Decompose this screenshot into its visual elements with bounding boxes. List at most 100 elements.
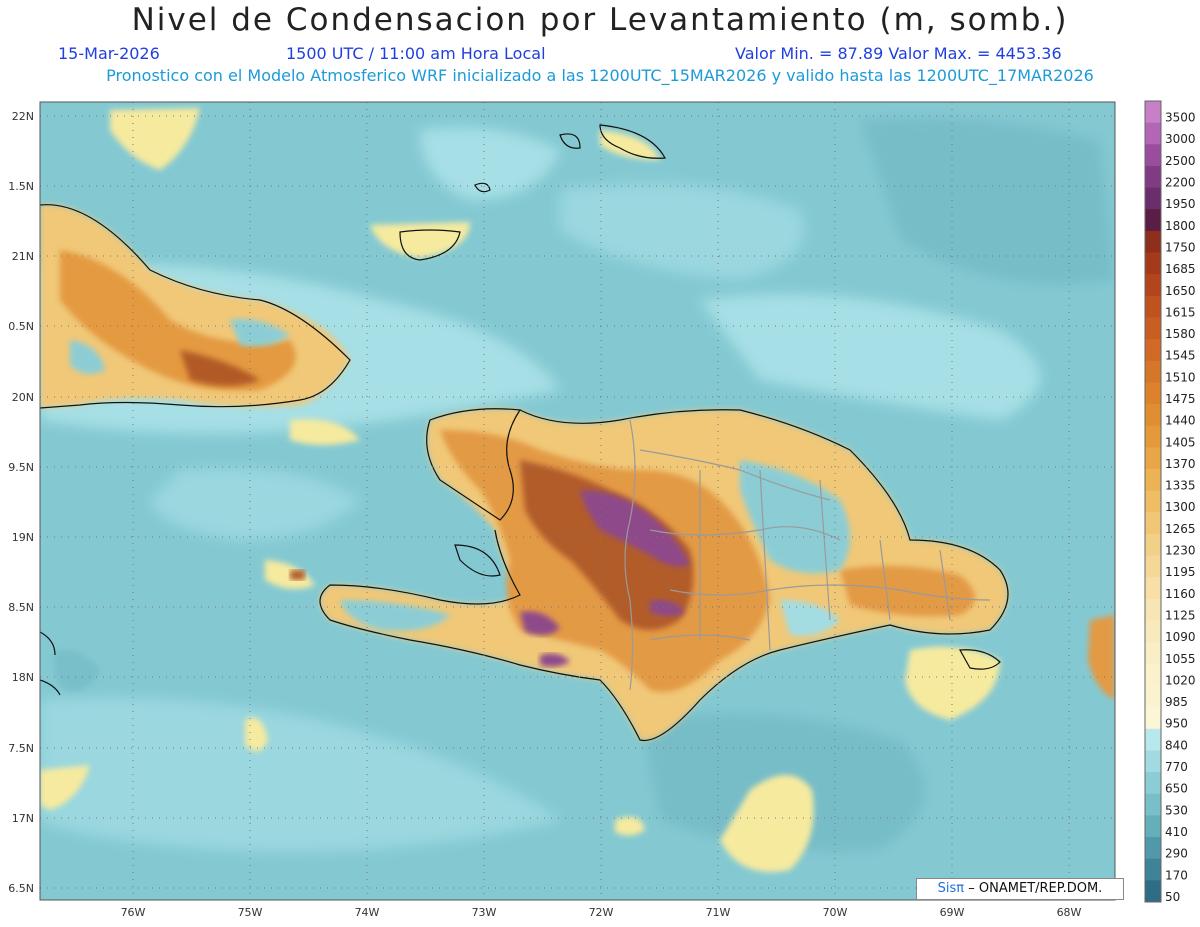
hispaniola-region [290, 408, 1008, 741]
lat-label: 19N [12, 531, 34, 544]
colorbar-swatch [1145, 252, 1161, 275]
lon-label: 76W [121, 906, 146, 919]
map-field [40, 102, 1115, 900]
lat-label: 9.5N [8, 461, 34, 474]
colorbar-label: 1440 [1165, 414, 1196, 428]
lat-label: 1.5N [8, 180, 34, 193]
colorbar-label: 1615 [1165, 305, 1196, 319]
colorbar-swatch [1145, 101, 1161, 124]
colorbar-label: 2500 [1165, 154, 1196, 168]
colorbar-swatch [1145, 360, 1161, 383]
colorbar-swatch [1145, 165, 1161, 188]
colorbar-label: 50 [1165, 890, 1180, 904]
lon-label: 71W [706, 906, 731, 919]
colorbar-label: 1300 [1165, 500, 1196, 514]
colorbar-swatch [1145, 382, 1161, 405]
colorbar-swatch [1145, 317, 1161, 340]
colorbar-swatch [1145, 533, 1161, 557]
colorbar-swatch [1145, 295, 1161, 318]
colorbar-swatch [1145, 144, 1161, 167]
colorbar-label: 3500 [1165, 111, 1196, 125]
sispi-logo: Sisπ [937, 881, 965, 896]
colorbar-label: 1020 [1165, 673, 1196, 687]
colorbar-label: 1370 [1165, 457, 1196, 471]
colorbar: 3500 3000 2500 2200 1950 1800 1750 1685 1650 1615… [1144, 100, 1196, 904]
min-max-values: Valor Min. = 87.89 Valor Max. = 4453.36 [735, 44, 1062, 63]
colorbar-swatch [1145, 230, 1161, 253]
colorbar-label: 1265 [1165, 522, 1196, 536]
colorbar-swatch [1145, 880, 1161, 903]
colorbar-label: 1335 [1165, 479, 1196, 493]
colorbar-label: 1090 [1165, 630, 1196, 644]
coastlines [40, 124, 1009, 742]
colorbar-label: 1195 [1165, 565, 1196, 579]
lat-label: 20N [12, 391, 34, 404]
colorbar-swatch [1145, 793, 1161, 816]
colorbar-label: 770 [1165, 760, 1188, 774]
lon-label: 72W [589, 906, 614, 919]
colorbar-swatch [1145, 728, 1161, 751]
colorbar-label: 1950 [1165, 197, 1196, 211]
colorbar-frame [1144, 100, 1162, 903]
colorbar-label: 1800 [1165, 219, 1196, 233]
colorbar-label: 985 [1165, 695, 1188, 709]
colorbar-label: 1650 [1165, 284, 1196, 298]
colorbar-label: 1125 [1165, 608, 1196, 622]
colorbar-label: 170 [1165, 868, 1188, 882]
colorbar-swatch [1145, 122, 1161, 145]
colorbar-label: 650 [1165, 782, 1188, 796]
colorbar-label: 1055 [1165, 652, 1196, 666]
colorbar-label: 1405 [1165, 435, 1196, 449]
lat-label: 22N [12, 110, 34, 123]
colorbar-label: 1475 [1165, 392, 1196, 406]
credit-text: – ONAMET/REP.DOM. [968, 881, 1103, 896]
lat-label: 6.5N [8, 882, 34, 895]
colorbar-label: 530 [1165, 803, 1188, 817]
forecast-date: 15-Mar-2026 [58, 44, 160, 63]
colorbar-label: 950 [1165, 717, 1188, 731]
colorbar-swatch [1145, 642, 1161, 665]
lon-label: 69W [940, 906, 965, 919]
colorbar-label: 1510 [1165, 370, 1196, 384]
colorbar-swatch [1145, 598, 1161, 621]
colorbar-label: 1580 [1165, 327, 1196, 341]
lat-label: 18N [12, 671, 34, 684]
colorbar-swatch [1145, 274, 1161, 297]
colorbar-swatch [1145, 750, 1161, 773]
colorbar-swatch [1145, 339, 1161, 362]
colorbar-swatch [1145, 707, 1161, 730]
colorbar-swatch [1145, 490, 1161, 513]
colorbar-label: 3000 [1165, 132, 1196, 146]
colorbar-swatch [1145, 663, 1161, 686]
lon-label: 74W [355, 906, 380, 919]
colorbar-swatch [1145, 447, 1161, 470]
lat-label: 21N [12, 250, 34, 263]
colorbar-swatch [1145, 425, 1161, 448]
graticule [40, 102, 1115, 900]
lon-label: 68W [1057, 906, 1082, 919]
colorbar-swatch [1145, 187, 1161, 210]
colorbar-swatch [1145, 620, 1161, 643]
lon-label: 75W [238, 906, 263, 919]
forecast-time: 1500 UTC / 11:00 am Hora Local [286, 44, 546, 63]
colorbar-label: 290 [1165, 847, 1188, 861]
colorbar-label: 1545 [1165, 349, 1196, 363]
longitude-labels: 76W 75W 74W 73W 72W 71W 70W 69W 68W [121, 906, 1082, 919]
colorbar-swatch [1145, 772, 1161, 795]
lat-label: 8.5N [8, 601, 34, 614]
colorbar-swatch [1145, 404, 1161, 427]
colorbar-label: 410 [1165, 825, 1188, 839]
colorbar-label: 1685 [1165, 262, 1196, 276]
colorbar-swatch [1145, 858, 1161, 881]
colorbar-swatch [1145, 685, 1161, 708]
colorbar-label: 2200 [1165, 176, 1196, 190]
colorbar-swatch [1145, 815, 1161, 838]
province-borders [624, 419, 991, 691]
colorbar-label: 1750 [1165, 240, 1196, 254]
page-title: Nivel de Condensacion por Levantamiento … [131, 2, 1069, 38]
colorbar-swatch [1145, 555, 1161, 578]
colorbar-label: 840 [1165, 738, 1188, 752]
lat-label: 0.5N [8, 320, 34, 333]
lat-label: 7.5N [8, 742, 34, 755]
